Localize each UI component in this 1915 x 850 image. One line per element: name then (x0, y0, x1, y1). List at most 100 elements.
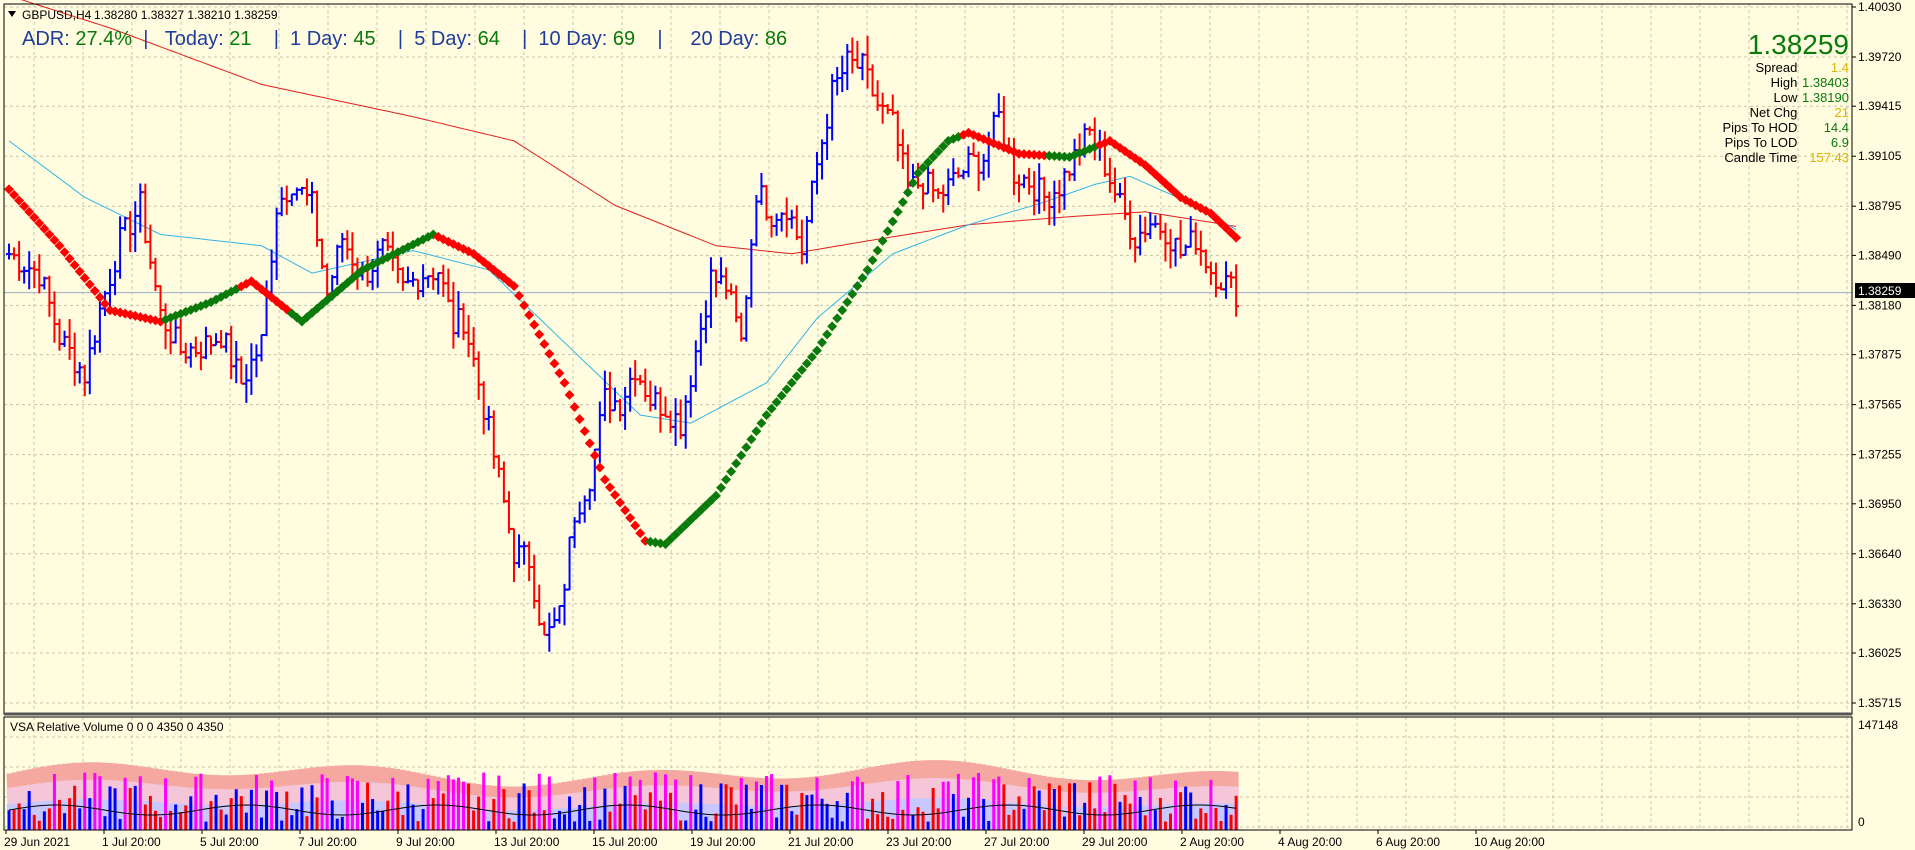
volume-bar (310, 785, 314, 830)
info-high: High 1.38403 (1770, 75, 1849, 90)
price-axis: 1.40030 1.39720 1.39415 1.39105 1.38795 1.384… (1852, 0, 1902, 710)
volume-bar (239, 796, 243, 830)
day1-value: 45 (353, 28, 376, 50)
volume-bar (1133, 780, 1137, 830)
volume-bar (330, 800, 334, 830)
volume-bar (275, 791, 279, 830)
volume-bar (608, 811, 612, 830)
volume-bar (376, 810, 380, 830)
volume-bar (1234, 795, 1238, 830)
trend-dot (519, 300, 530, 311)
collapse-triangle-icon[interactable] (8, 11, 16, 17)
trend-dot (791, 371, 802, 382)
volume-bar (810, 794, 814, 830)
volume-bar (159, 816, 162, 830)
volume-bar (436, 781, 440, 830)
volume-bar (421, 809, 425, 830)
x-tick-label: 13 Jul 20:00 (494, 835, 560, 849)
trend-dot (610, 489, 620, 500)
volume-bar (143, 804, 147, 830)
trend-dot (766, 403, 777, 414)
volume-bar (416, 821, 420, 830)
trend-dot (852, 281, 863, 291)
volume-bar (800, 792, 804, 830)
volume-bar (477, 796, 481, 830)
volume-bar (552, 818, 556, 830)
volume-bar (204, 821, 208, 830)
trend-dot (721, 474, 732, 485)
volume-bar (153, 810, 157, 830)
volume-bar (63, 813, 67, 830)
trend-dot (4, 184, 14, 195)
trend-dot (842, 297, 853, 308)
info-pips-to-lod: Pips To LOD 6.9 (1724, 135, 1849, 150)
x-tick-label: 23 Jul 20:00 (886, 835, 952, 849)
volume-bar (12, 809, 16, 830)
volume-bar (689, 775, 693, 830)
volume-bar (618, 803, 622, 830)
volume-bar (426, 778, 430, 830)
volume-bar (7, 810, 11, 830)
volume-bar (643, 809, 647, 830)
volume-bar (446, 775, 450, 830)
volume-bar (891, 818, 895, 830)
volume-bar (709, 821, 713, 830)
volume-bar (1088, 782, 1092, 830)
volume-bar (68, 798, 72, 830)
volume-bar (1118, 801, 1122, 830)
trend-dot (716, 482, 726, 493)
volume-bar (285, 791, 289, 830)
trend-dot (801, 358, 812, 369)
ma-short-line (8, 140, 1237, 424)
volume-bar (32, 814, 36, 830)
y-tick-label: 1.36330 (1858, 597, 1902, 611)
trend-dot (635, 528, 646, 539)
price-info-panel: 1.38259 Spread 1.4 High 1.38403 Low 1.38… (1722, 30, 1849, 166)
volume-bar (335, 818, 339, 830)
volume-bar (487, 821, 491, 830)
volume-bar (1148, 777, 1152, 830)
volume-bar (73, 785, 77, 830)
volume-bar (482, 772, 486, 830)
volume-bar (921, 811, 925, 830)
volume-bar (997, 776, 1001, 830)
info-candle-time: Candle Time 157:43 (1724, 150, 1849, 165)
volume-bar (1209, 779, 1213, 830)
x-tick-label: 15 Jul 20:00 (592, 835, 658, 849)
volume-bar (133, 785, 137, 830)
volume-bar (542, 810, 546, 830)
trend-dot (574, 414, 585, 425)
trend-dot (731, 458, 742, 469)
volume-bar (472, 810, 476, 830)
volume-bar (674, 779, 678, 830)
volume-bar (148, 795, 152, 830)
trend-dot (872, 245, 883, 256)
volume-bar (1027, 777, 1031, 830)
volume-bar (1174, 780, 1178, 830)
volume-bar (876, 814, 880, 830)
volume-bar (93, 773, 97, 830)
volume-bar (169, 810, 173, 830)
volume-bar (845, 792, 849, 830)
volume-bar (366, 782, 370, 830)
volume-bar (724, 784, 728, 830)
volume-bar (896, 780, 900, 830)
volume-bar (1128, 803, 1132, 830)
trend-dot (761, 410, 772, 421)
y-tick-label: 1.36950 (1858, 497, 1902, 511)
volume-bar (128, 788, 132, 830)
volume-bar (52, 773, 56, 830)
trend-dot (938, 141, 949, 152)
volume-bar (1179, 792, 1183, 830)
volume-bar (118, 819, 122, 830)
y-tick-label: 1.35715 (1858, 696, 1902, 710)
volume-bar (704, 816, 708, 830)
volume-bar (1037, 790, 1041, 830)
trend-dot (933, 146, 944, 157)
trend-dot (559, 377, 570, 388)
trend-dot (605, 482, 615, 493)
trend-dot (594, 462, 605, 473)
volume-bar (1007, 814, 1011, 830)
volume-bar (295, 809, 299, 830)
trend-dot (529, 319, 540, 330)
